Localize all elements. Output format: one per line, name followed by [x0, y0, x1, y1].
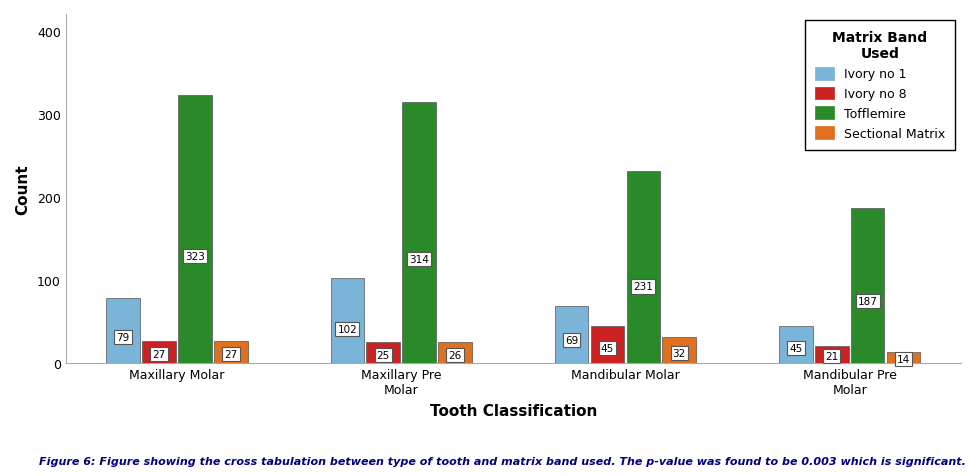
Text: 27: 27: [152, 349, 166, 359]
Bar: [886, 352, 920, 364]
Y-axis label: Count: Count: [15, 164, 30, 215]
Text: 102: 102: [338, 325, 357, 335]
Bar: [815, 346, 848, 364]
Text: 25: 25: [377, 350, 390, 360]
Text: 26: 26: [448, 350, 462, 360]
Text: 187: 187: [858, 297, 877, 307]
Bar: [106, 298, 140, 364]
Text: 69: 69: [565, 336, 578, 346]
Bar: [851, 208, 884, 364]
Text: 79: 79: [116, 332, 130, 342]
Text: 314: 314: [409, 254, 429, 264]
Bar: [402, 103, 436, 364]
Text: 231: 231: [633, 282, 653, 292]
X-axis label: Tooth Classification: Tooth Classification: [429, 403, 597, 418]
Text: 45: 45: [790, 344, 802, 354]
Bar: [214, 341, 248, 364]
Bar: [554, 306, 589, 364]
Text: 32: 32: [672, 348, 686, 358]
Bar: [179, 96, 212, 364]
Text: 45: 45: [601, 344, 614, 354]
Text: 21: 21: [825, 352, 838, 361]
Bar: [779, 326, 813, 364]
Bar: [142, 341, 176, 364]
Legend: Ivory no 1, Ivory no 8, Tofflemire, Sectional Matrix: Ivory no 1, Ivory no 8, Tofflemire, Sect…: [805, 21, 955, 150]
Bar: [627, 172, 660, 364]
Bar: [366, 343, 400, 364]
Bar: [331, 279, 364, 364]
Bar: [438, 342, 471, 364]
Text: Figure 6: Figure showing the cross tabulation between type of tooth and matrix b: Figure 6: Figure showing the cross tabul…: [39, 456, 966, 466]
Bar: [663, 337, 696, 364]
Text: 323: 323: [185, 251, 205, 261]
Text: 27: 27: [224, 349, 237, 359]
Text: 14: 14: [897, 354, 910, 364]
Bar: [590, 326, 625, 364]
